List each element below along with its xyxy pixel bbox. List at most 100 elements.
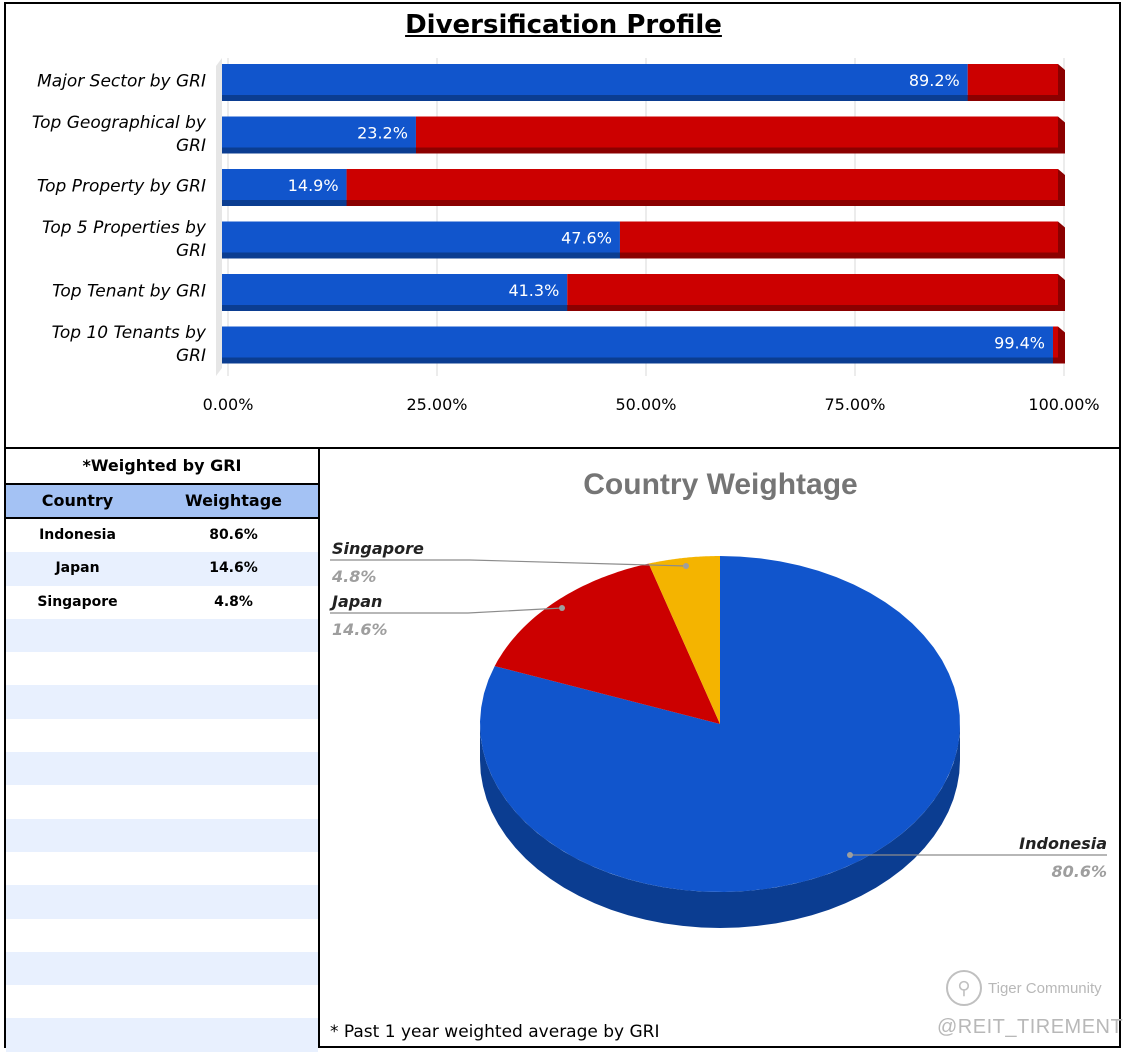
figure-frame [4, 2, 1121, 1048]
table-row [6, 951, 318, 986]
cell-country: Singapore [37, 593, 118, 610]
tiger-logo-icon: ⚲ [946, 970, 982, 1006]
table-body: Indonesia 80.6% Japan 14.6% Singapore 4.8% [6, 519, 318, 1052]
bar-share [222, 169, 347, 200]
table-row [6, 652, 318, 685]
bar-remainder [619, 221, 1058, 253]
table-row [6, 685, 318, 719]
diversification-bar-chart: 0.00% 25.00% 50.00% 75.00% 100.00% 89.2% Major… [32, 58, 1100, 414]
table-row [6, 1018, 318, 1052]
bar-share [222, 326, 1053, 358]
weightage-table: *Weighted by GRI Country Weightage Indon… [6, 449, 318, 1052]
cell-weightage [149, 819, 318, 852]
y-category-label: GRI [176, 346, 206, 366]
bar-remainder [346, 169, 1059, 200]
cell-weightage [149, 885, 318, 918]
cell-weightage: 80.6% [209, 527, 258, 543]
bar-share [222, 116, 416, 148]
bar-data-label: 99.4% [994, 334, 1045, 353]
cell-weightage [149, 985, 318, 1018]
y-category-label: Major Sector by GRI [37, 72, 206, 92]
x-tick-label: 0.00% [203, 395, 254, 414]
cell-country [6, 985, 149, 1018]
bar-data-label: 14.9% [288, 176, 339, 195]
footnote: * Past 1 year weighted average by GRI [330, 1022, 660, 1042]
bar-remainder-base [967, 95, 1058, 101]
cell-weightage [149, 919, 318, 952]
y-category-label: Top Property by GRI [37, 177, 206, 197]
table-row [6, 852, 318, 885]
table-row [6, 785, 318, 818]
bar-data-label: 89.2% [909, 71, 960, 90]
bar-share [222, 64, 968, 95]
bar-share [222, 274, 568, 305]
x-tick-label: 75.00% [824, 395, 885, 414]
table-row [6, 919, 318, 952]
table-row [6, 618, 318, 653]
bar-share-base [222, 252, 620, 259]
cell-weightage [149, 685, 318, 718]
cell-country [6, 885, 149, 918]
cell-country [6, 619, 149, 652]
x-tick-label: 50.00% [615, 395, 676, 414]
cell-country [6, 919, 149, 952]
bar-share-base [222, 357, 1053, 364]
bar-share-base [222, 200, 347, 206]
table-row [6, 752, 318, 786]
table-row: Japan 14.6% [6, 552, 318, 586]
cell-weightage [149, 752, 318, 785]
bar-remainder [415, 116, 1058, 148]
bar-end-cap [1058, 326, 1065, 364]
x-tick-label: 100.00% [1028, 395, 1099, 414]
table-row [6, 885, 318, 919]
page-title: Diversification Profile [405, 10, 722, 40]
bar-share-base [222, 305, 568, 311]
header-weightage: Weightage [184, 491, 282, 510]
bar-share [222, 221, 620, 253]
bar-remainder [567, 274, 1058, 305]
watermark-brand: ⚲ Tiger Community [946, 970, 1102, 1006]
bar-remainder-base [619, 252, 1058, 259]
y-category-label: Top 5 Properties by [42, 218, 207, 238]
axis-depth-wall [216, 58, 222, 376]
bar-remainder-base [567, 305, 1058, 311]
bar-data-label: 41.3% [508, 281, 559, 300]
y-category-label: Top Geographical by [32, 113, 207, 133]
cell-weightage [149, 719, 318, 752]
x-tick-label: 25.00% [406, 395, 467, 414]
bar-end-cap [1058, 169, 1065, 206]
table-header: Country Weightage [6, 483, 318, 519]
watermark-handle: @REIT_TIREMENT [937, 1016, 1124, 1038]
bar-remainder [967, 64, 1058, 95]
bar-remainder-base [1052, 357, 1058, 364]
bar-end-cap [1058, 64, 1065, 101]
bar-data-label: 47.6% [561, 229, 612, 248]
bar-remainder [1052, 326, 1058, 358]
y-category-label: Top 10 Tenants by [52, 323, 207, 343]
cell-country [6, 719, 149, 752]
bar-end-cap [1058, 274, 1065, 311]
cell-weightage [149, 1018, 318, 1051]
section-divider [6, 447, 1121, 449]
cell-country [6, 952, 149, 985]
table-row [6, 719, 318, 752]
table-row: Indonesia 80.6% [6, 519, 318, 552]
bar-data-label: 23.2% [357, 124, 408, 143]
y-category-label: GRI [176, 136, 206, 156]
cell-weightage [149, 619, 318, 652]
pie-chart-title: Country Weightage [583, 468, 858, 501]
bar-remainder-base [415, 147, 1058, 154]
watermark-brand-text: Tiger Community [988, 979, 1102, 997]
table-row: Singapore 4.8% [6, 586, 318, 619]
cell-country [6, 685, 149, 718]
bar-end-cap [1058, 221, 1065, 259]
column-divider [318, 449, 320, 1048]
cell-weightage [149, 952, 318, 985]
bar-share-base [222, 147, 416, 154]
cell-country [6, 785, 149, 818]
table-caption: *Weighted by GRI [82, 456, 242, 475]
cell-weightage: 14.6% [209, 560, 258, 577]
table-row [6, 818, 318, 852]
cell-country: Indonesia [39, 527, 116, 543]
y-category-label: GRI [176, 241, 206, 261]
